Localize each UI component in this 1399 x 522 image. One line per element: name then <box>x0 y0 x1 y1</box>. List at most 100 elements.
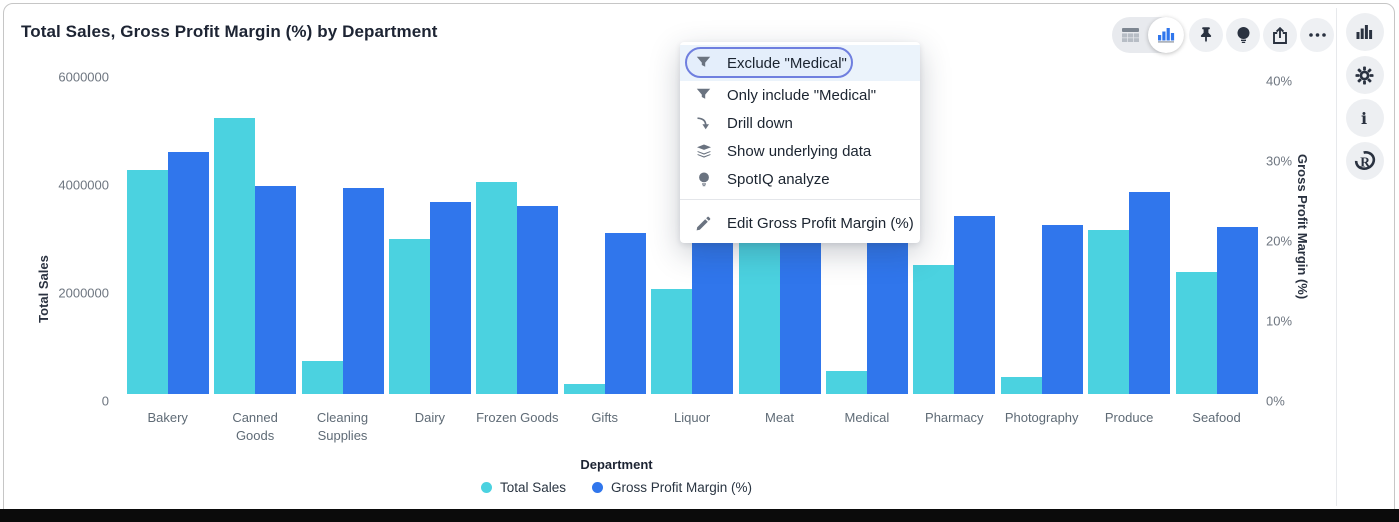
menu-item-label: SpotIQ analyze <box>727 170 830 188</box>
rail-chart-button[interactable] <box>1345 13 1384 51</box>
bar-gross-profit-margin-seafood[interactable] <box>1216 226 1258 394</box>
bar-total-sales-photography[interactable] <box>1000 377 1042 394</box>
legend-item-total-sales[interactable]: Total Sales <box>480 480 566 495</box>
menu-divider <box>680 199 920 200</box>
filter-icon <box>695 87 712 104</box>
menu-item-show-underlying-data[interactable]: Show underlying data <box>680 137 920 165</box>
bulb-dark-icon <box>1236 26 1251 44</box>
legend-label: Total Sales <box>499 480 566 495</box>
bar-total-sales-cleaning-supplies[interactable] <box>301 361 343 394</box>
context-menu: Exclude "Medical" Only include "Medical" D… <box>680 42 920 243</box>
dual-axis-bar-chart: Total Sales Gross Profit Margin (%) Depa… <box>4 4 1394 519</box>
y-right-tick: 40% <box>1266 73 1293 89</box>
menu-item-drill-down[interactable]: Drill down <box>680 109 920 137</box>
menu-item-edit-gross-profit-margin[interactable]: Edit Gross Profit Margin (%) <box>680 207 920 239</box>
chart-icon <box>1157 27 1175 43</box>
layers-icon <box>695 143 712 160</box>
menu-item-label: Show underlying data <box>727 142 872 160</box>
legend-dot <box>592 482 603 493</box>
bar-gross-profit-margin-canned-goods[interactable] <box>255 186 297 394</box>
app-window: Total Sales, Gross Profit Margin (%) by … <box>3 3 1395 520</box>
x-axis-label: Dairy <box>414 410 446 425</box>
drill-down-icon <box>695 115 712 132</box>
table-icon <box>1121 27 1140 43</box>
x-axis-label: Seafood <box>1192 410 1241 425</box>
svg-text:R: R <box>1360 155 1370 170</box>
r-logo-icon: R <box>1354 151 1376 171</box>
menu-item-spotiq-analyze[interactable]: SpotIQ analyze <box>680 165 920 193</box>
x-axis-label: Photography <box>1004 410 1079 425</box>
bar-total-sales-pharmacy[interactable] <box>913 264 955 394</box>
bar-total-sales-frozen-goods[interactable] <box>476 181 518 394</box>
legend-label: Gross Profit Margin (%) <box>611 480 753 495</box>
filter-icon <box>695 55 712 72</box>
bar-total-sales-produce[interactable] <box>1088 229 1130 394</box>
rail-r-button[interactable]: R <box>1345 142 1384 180</box>
x-axis-label: Canned Goods <box>232 410 278 444</box>
legend: Total Sales Gross Profit Margin (%) <box>4 480 1229 495</box>
bar-total-sales-canned-goods[interactable] <box>214 118 256 394</box>
pin-button[interactable] <box>1189 18 1223 52</box>
bar-total-sales-seafood[interactable] <box>1175 271 1217 394</box>
share-button[interactable] <box>1263 18 1297 52</box>
x-axis-label: Medical <box>844 410 890 425</box>
bar-gross-profit-margin-meat[interactable] <box>779 218 821 394</box>
bar-gross-profit-margin-pharmacy[interactable] <box>954 216 996 394</box>
y-right-tick: 10% <box>1266 313 1293 329</box>
window-bottom-edge <box>0 509 1399 522</box>
x-axis-label: Produce <box>1104 410 1154 425</box>
bar-gross-profit-margin-bakery[interactable] <box>167 151 209 394</box>
bar-gross-profit-margin-produce[interactable] <box>1129 192 1171 394</box>
spotiq-button[interactable] <box>1226 18 1260 52</box>
svg-text:i: i <box>1361 109 1367 127</box>
bar-total-sales-gifts[interactable] <box>563 383 605 394</box>
chart-title: Total Sales, Gross Profit Margin (%) by … <box>21 22 438 41</box>
bar-total-sales-dairy[interactable] <box>388 239 430 394</box>
menu-item-label: Edit Gross Profit Margin (%) <box>727 214 914 232</box>
pencil-icon <box>695 215 712 232</box>
legend-item-gross-profit-margin[interactable]: Gross Profit Margin (%) <box>592 480 752 495</box>
legend-dot <box>480 482 492 493</box>
y-right-tick: 0% <box>1266 393 1285 409</box>
x-axis-title: Department <box>580 457 653 472</box>
y-right-tick: 30% <box>1266 153 1293 169</box>
bar-gross-profit-margin-cleaning-supplies[interactable] <box>342 188 384 394</box>
menu-item-label: Exclude "Medical" <box>727 54 847 72</box>
bar-gross-profit-margin-liquor[interactable] <box>692 223 734 394</box>
y-left-tick: 6000000 <box>58 69 109 85</box>
bar-total-sales-liquor[interactable] <box>651 289 693 394</box>
view-toggle[interactable] <box>1112 17 1184 53</box>
bar-gross-profit-margin-dairy[interactable] <box>429 202 471 394</box>
menu-item-label: Only include "Medical" <box>727 86 877 104</box>
menu-focus-ring <box>685 47 853 78</box>
bar-gross-profit-margin-gifts[interactable] <box>604 233 646 394</box>
menu-item-only-include-medical[interactable]: Only include "Medical" <box>680 81 920 109</box>
y-left-tick: 2000000 <box>58 285 109 301</box>
info-icon: i <box>1360 109 1370 127</box>
more-button[interactable] <box>1300 18 1334 52</box>
bulb-icon <box>695 171 712 188</box>
x-axis-label: Meat <box>765 410 794 425</box>
x-axis-label: Frozen Goods <box>476 410 559 425</box>
table-view-toggle[interactable] <box>1112 17 1148 53</box>
bar-total-sales-meat[interactable] <box>738 213 780 394</box>
x-axis-label: Gifts <box>591 410 619 425</box>
bar-chart-icon <box>1356 24 1373 40</box>
x-axis-label: Pharmacy <box>925 410 984 425</box>
bar-gross-profit-margin-medical[interactable] <box>866 229 908 394</box>
share-icon <box>1272 26 1288 44</box>
rail-settings-button[interactable] <box>1345 56 1384 94</box>
menu-item-label: Drill down <box>727 114 793 132</box>
gear-icon <box>1355 65 1374 85</box>
rail-info-button[interactable]: i <box>1345 99 1384 137</box>
menu-item-exclude-medical[interactable]: Exclude "Medical" <box>680 45 920 81</box>
toolbar <box>1112 16 1334 54</box>
bar-gross-profit-margin-frozen-goods[interactable] <box>517 206 559 394</box>
bar-gross-profit-margin-photography[interactable] <box>1041 225 1083 394</box>
chart-view-toggle[interactable] <box>1148 17 1184 53</box>
y-right-axis-title: Gross Profit Margin (%) <box>1295 154 1310 300</box>
x-axis-label: Liquor <box>674 410 711 425</box>
bar-total-sales-bakery[interactable] <box>126 169 168 394</box>
bar-total-sales-medical[interactable] <box>825 370 867 394</box>
